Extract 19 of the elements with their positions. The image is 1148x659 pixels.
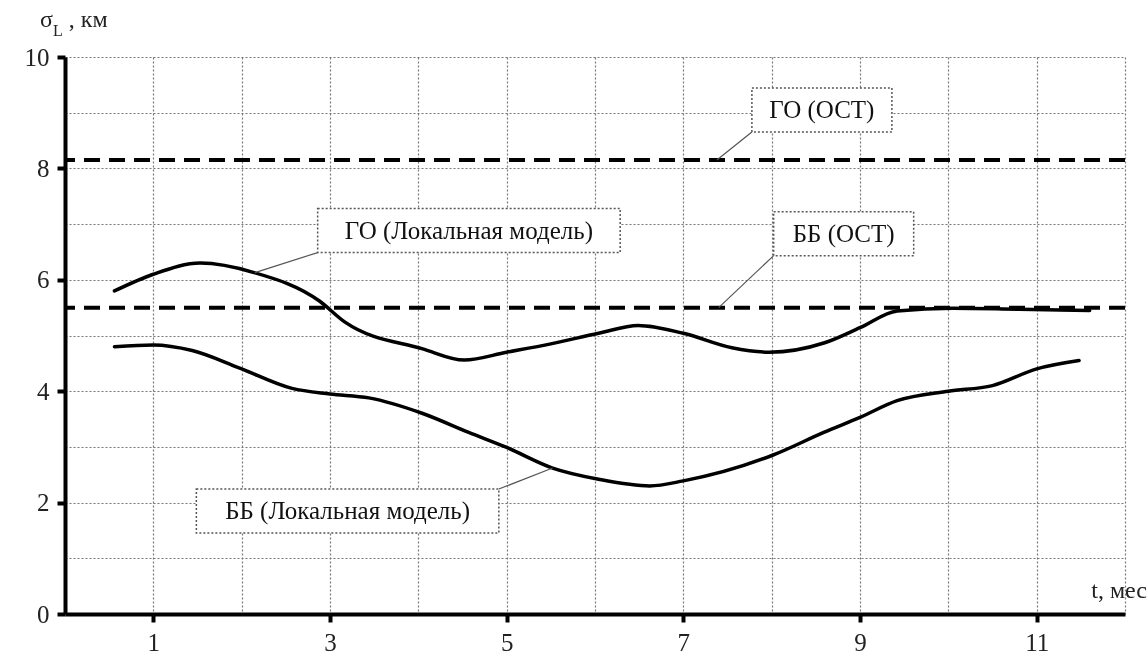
annotation: ГО (Локальная модель) [344,216,593,245]
annotation: ББ (ОСТ) [792,219,895,248]
x-tick-label: 9 [854,628,867,656]
line-series [112,343,1081,488]
x-tick-label: 5 [500,628,514,656]
y-tick-label: 8 [37,154,50,182]
annotation: ББ (Локальная модель) [225,497,471,526]
y-axis-title: σ$_{L}$ , км [40,6,108,39]
x-tick-label: 7 [677,628,691,656]
annotation: ГО (ОСТ) [769,96,875,125]
x-tick-label: 3 [324,628,337,656]
y-tick-label: 6 [37,266,50,294]
x-tick-label: 11 [1025,628,1050,656]
y-tick-label: 0 [37,600,50,628]
y-tick-label: 10 [24,43,50,71]
x-tick-label: 1 [147,628,161,656]
y-tick-label: 2 [37,489,50,517]
y-tick-label: 4 [37,377,50,405]
x-axis-title: t, мес [1091,577,1147,603]
